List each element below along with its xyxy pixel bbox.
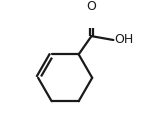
Text: OH: OH bbox=[114, 34, 134, 46]
Text: O: O bbox=[87, 0, 96, 13]
